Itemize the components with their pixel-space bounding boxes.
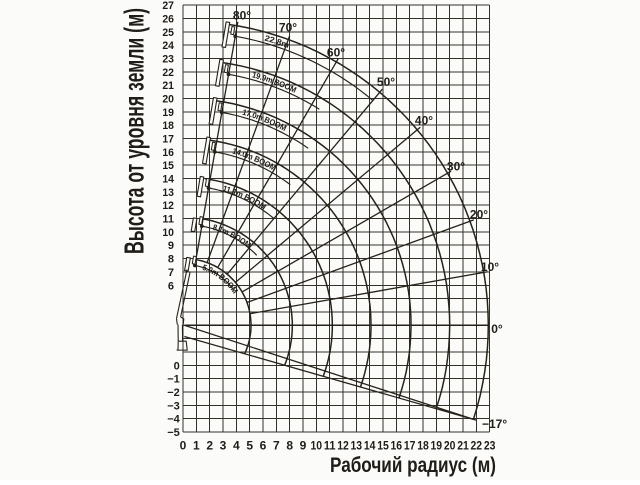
svg-text:0: 0 bbox=[180, 439, 187, 453]
svg-text:7: 7 bbox=[273, 439, 280, 453]
svg-text:27: 27 bbox=[162, 0, 174, 12]
svg-text:17: 17 bbox=[404, 439, 416, 453]
svg-text:0°: 0° bbox=[491, 322, 503, 336]
svg-text:−2: −2 bbox=[167, 387, 180, 399]
svg-text:−17°: −17° bbox=[482, 417, 507, 431]
svg-text:17: 17 bbox=[162, 134, 174, 146]
svg-text:12: 12 bbox=[337, 439, 349, 453]
svg-text:10°: 10° bbox=[481, 260, 499, 274]
svg-text:−1: −1 bbox=[167, 374, 180, 386]
svg-text:−4: −4 bbox=[167, 414, 180, 426]
svg-text:60°: 60° bbox=[327, 46, 345, 60]
svg-text:20: 20 bbox=[444, 439, 456, 453]
svg-text:11: 11 bbox=[324, 439, 336, 453]
svg-text:1: 1 bbox=[193, 439, 200, 453]
svg-text:18: 18 bbox=[417, 439, 429, 453]
svg-text:−3: −3 bbox=[167, 400, 180, 412]
svg-text:16: 16 bbox=[391, 439, 403, 453]
svg-text:13: 13 bbox=[162, 187, 174, 199]
svg-text:9: 9 bbox=[300, 439, 307, 453]
svg-text:20: 20 bbox=[162, 94, 174, 106]
svg-text:9: 9 bbox=[168, 240, 174, 252]
svg-text:−5: −5 bbox=[167, 427, 180, 439]
svg-text:23: 23 bbox=[484, 439, 496, 453]
svg-text:70°: 70° bbox=[279, 21, 297, 35]
svg-text:14: 14 bbox=[364, 439, 376, 453]
svg-text:50°: 50° bbox=[377, 75, 395, 89]
svg-text:21: 21 bbox=[162, 80, 174, 92]
svg-text:8: 8 bbox=[168, 254, 174, 266]
svg-text:80°: 80° bbox=[233, 9, 251, 23]
svg-text:15: 15 bbox=[377, 439, 389, 453]
svg-text:23: 23 bbox=[162, 53, 174, 65]
svg-text:13: 13 bbox=[351, 439, 363, 453]
svg-text:26: 26 bbox=[162, 13, 174, 25]
svg-text:6: 6 bbox=[260, 439, 267, 453]
svg-text:10: 10 bbox=[311, 439, 323, 453]
svg-text:15: 15 bbox=[162, 160, 174, 172]
svg-text:Высота от уровня земли (м): Высота от уровня земли (м) bbox=[119, 8, 150, 254]
svg-text:21: 21 bbox=[457, 439, 469, 453]
svg-text:25: 25 bbox=[162, 27, 174, 39]
svg-text:14: 14 bbox=[162, 174, 174, 186]
svg-text:11: 11 bbox=[162, 214, 174, 226]
svg-text:4: 4 bbox=[233, 439, 240, 453]
svg-text:7: 7 bbox=[168, 267, 174, 279]
svg-text:3: 3 bbox=[220, 439, 227, 453]
svg-text:24: 24 bbox=[162, 40, 174, 52]
svg-text:16: 16 bbox=[162, 147, 174, 159]
svg-text:30°: 30° bbox=[447, 160, 465, 174]
svg-text:22: 22 bbox=[471, 439, 483, 453]
svg-text:18: 18 bbox=[162, 120, 174, 132]
svg-text:19: 19 bbox=[162, 107, 174, 119]
svg-text:40°: 40° bbox=[415, 114, 433, 128]
svg-text:10: 10 bbox=[162, 227, 174, 239]
svg-text:20°: 20° bbox=[470, 208, 488, 222]
svg-text:Рабочий радиус (м): Рабочий радиус (м) bbox=[330, 453, 496, 477]
svg-text:12: 12 bbox=[162, 200, 174, 212]
svg-text:8: 8 bbox=[286, 439, 293, 453]
svg-text:2: 2 bbox=[206, 439, 213, 453]
svg-text:6: 6 bbox=[168, 280, 174, 292]
svg-text:22: 22 bbox=[162, 67, 174, 79]
svg-text:19: 19 bbox=[431, 439, 443, 453]
svg-text:0: 0 bbox=[174, 360, 180, 372]
svg-text:5: 5 bbox=[246, 439, 253, 453]
